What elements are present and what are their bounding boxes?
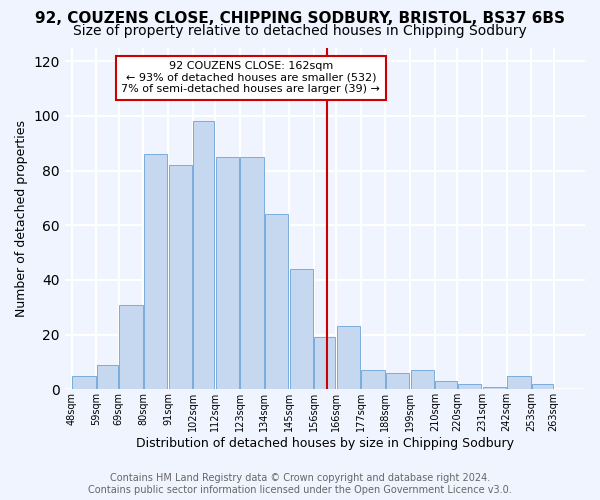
- X-axis label: Distribution of detached houses by size in Chipping Sodbury: Distribution of detached houses by size …: [136, 437, 514, 450]
- Bar: [265, 214, 289, 390]
- Bar: [337, 326, 360, 390]
- Text: Size of property relative to detached houses in Chipping Sodbury: Size of property relative to detached ho…: [73, 24, 527, 38]
- Y-axis label: Number of detached properties: Number of detached properties: [15, 120, 28, 317]
- Bar: [314, 338, 335, 390]
- Bar: [193, 122, 214, 390]
- Bar: [411, 370, 434, 390]
- Bar: [361, 370, 385, 390]
- Bar: [458, 384, 481, 390]
- Bar: [507, 376, 530, 390]
- Bar: [532, 384, 553, 390]
- Bar: [119, 304, 143, 390]
- Bar: [72, 376, 95, 390]
- Bar: [215, 157, 239, 390]
- Bar: [436, 381, 457, 390]
- Bar: [144, 154, 167, 390]
- Bar: [241, 157, 263, 390]
- Bar: [386, 373, 409, 390]
- Text: 92, COUZENS CLOSE, CHIPPING SODBURY, BRISTOL, BS37 6BS: 92, COUZENS CLOSE, CHIPPING SODBURY, BRI…: [35, 11, 565, 26]
- Text: Contains HM Land Registry data © Crown copyright and database right 2024.
Contai: Contains HM Land Registry data © Crown c…: [88, 474, 512, 495]
- Bar: [482, 386, 506, 390]
- Bar: [290, 269, 313, 390]
- Bar: [97, 364, 118, 390]
- Text: 92 COUZENS CLOSE: 162sqm
← 93% of detached houses are smaller (532)
7% of semi-d: 92 COUZENS CLOSE: 162sqm ← 93% of detach…: [121, 61, 380, 94]
- Bar: [169, 165, 192, 390]
